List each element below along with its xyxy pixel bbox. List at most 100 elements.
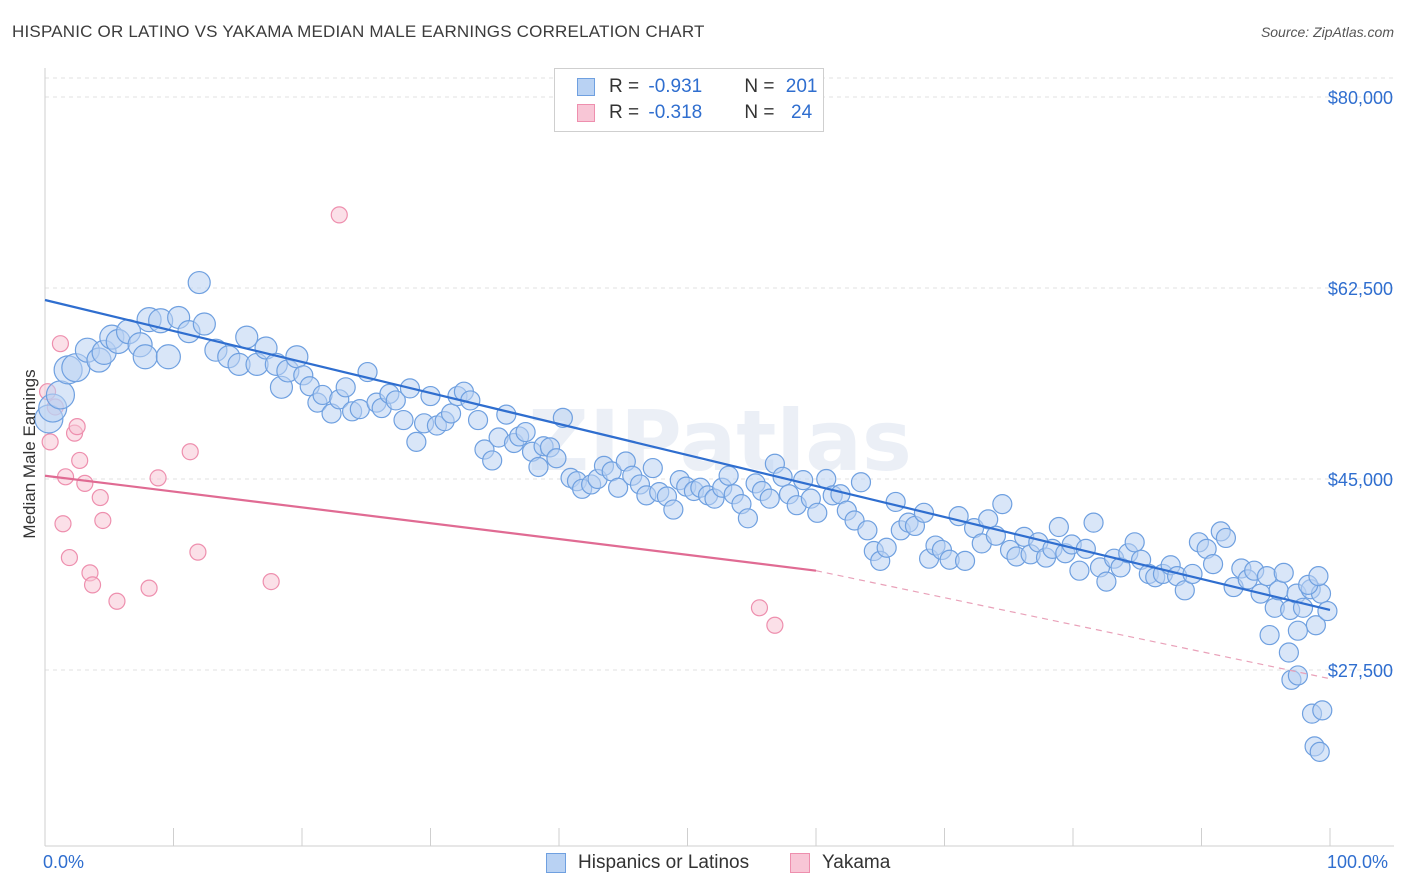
hispanic-point	[1278, 642, 1299, 663]
correlation-legend: R = -0.931 N = 201 R = -0.318 N = 24	[554, 68, 824, 132]
hispanic-point	[406, 431, 427, 452]
hispanic-point	[642, 457, 663, 479]
legend-r-value: -0.318	[648, 102, 703, 123]
hispanic-point	[759, 488, 780, 509]
hispanic-point	[482, 450, 503, 471]
legend-row-yakama: R = -0.318 N = 24	[577, 101, 812, 125]
hispanic-point	[793, 469, 814, 491]
hispanic-point	[807, 502, 828, 523]
hispanic-point	[1096, 571, 1117, 592]
hispanic-point	[1202, 554, 1224, 575]
yakama-point	[330, 206, 348, 224]
hispanic-point	[132, 344, 158, 370]
hispanic-point	[857, 520, 878, 541]
series-swatch-yakama	[790, 853, 810, 873]
legend-r-value: -0.931	[648, 76, 703, 97]
y-tick-label: $27,500	[1328, 661, 1393, 681]
yakama-point	[54, 515, 72, 533]
hispanic-point	[335, 377, 356, 398]
legend-r-label: R =	[609, 102, 645, 123]
hispanic-point	[1215, 527, 1237, 549]
hispanic-point	[850, 472, 872, 493]
x-axis-min-label: 0.0%	[43, 852, 85, 872]
hispanic-point	[737, 508, 758, 529]
yakama-point	[91, 488, 109, 507]
hispanic-trend-line	[44, 298, 1331, 612]
yakama-point	[60, 548, 79, 567]
series-label-yakama: Yakama	[822, 852, 891, 873]
yakama-point	[76, 474, 94, 492]
series-legend-hispanic: Hispanics or Latinos	[546, 852, 749, 874]
legend-swatch-yakama	[577, 104, 595, 122]
yakama-point	[68, 418, 86, 436]
hispanic-point	[885, 491, 906, 513]
yakama-point	[108, 592, 126, 610]
hispanic-point	[235, 325, 259, 349]
hispanic-point	[954, 550, 976, 571]
yakama-trend-line	[44, 474, 817, 572]
hispanic-point	[187, 270, 211, 295]
series-swatch-hispanic	[546, 853, 566, 873]
legend-row-hispanic: R = -0.931 N = 201	[577, 75, 817, 99]
hispanic-point	[467, 409, 489, 431]
yakama-point	[71, 451, 89, 470]
yakama-point	[94, 511, 112, 530]
hispanic-point	[155, 344, 181, 370]
hispanic-point	[546, 448, 567, 469]
series-legend-yakama: Yakama	[790, 852, 890, 874]
series-legend: Hispanics or Latinos Yakama	[0, 852, 1406, 876]
chart-title: HISPANIC OR LATINO VS YAKAMA MEDIAN MALE…	[12, 22, 705, 41]
hispanic-point	[1273, 562, 1294, 583]
legend-r-label: R =	[609, 76, 645, 97]
legend-n-label: N =	[744, 76, 780, 97]
yakama-point	[83, 576, 102, 594]
legend-n-value: 24	[785, 102, 813, 123]
hispanic-point	[608, 477, 629, 498]
legend-swatch-hispanic	[577, 78, 595, 96]
hispanic-point	[1124, 532, 1145, 553]
y-tick-label: $80,000	[1328, 88, 1393, 108]
hispanic-point	[1069, 560, 1090, 581]
hispanic-point	[1259, 624, 1280, 646]
hispanic-point	[440, 403, 462, 424]
hispanic-point	[876, 537, 897, 558]
hispanic-point	[992, 494, 1013, 515]
y-tick-label: $62,500	[1328, 279, 1393, 299]
hispanic-point	[515, 421, 536, 443]
hispanic-point	[552, 407, 573, 428]
hispanic-point	[285, 345, 309, 369]
hispanic-point	[312, 384, 333, 406]
hispanic-point	[1317, 600, 1338, 622]
hispanic-point	[496, 404, 517, 425]
legend-n-label: N =	[744, 102, 780, 123]
y-tick-label: $45,000	[1328, 470, 1393, 490]
yakama-point	[140, 579, 158, 597]
hispanic-point	[1309, 741, 1330, 762]
yakama-point	[181, 443, 199, 461]
y-axis-title: Median Male Earnings	[20, 369, 39, 539]
x-axis-max-label: 100.0%	[1327, 852, 1389, 872]
yakama-point	[41, 433, 59, 451]
hispanic-point	[1308, 566, 1329, 587]
hispanic-point	[420, 385, 441, 407]
hispanic-point	[978, 509, 999, 530]
trend-lines	[44, 298, 1331, 680]
hispanic-point	[385, 390, 406, 411]
hispanic-point	[192, 312, 216, 336]
yakama-point	[51, 335, 70, 353]
hispanic-point	[1083, 512, 1104, 533]
hispanic-point	[1287, 620, 1308, 641]
yakama-point	[766, 616, 784, 634]
axes	[44, 68, 1394, 847]
series-label-hispanic: Hispanics or Latinos	[578, 852, 750, 873]
legend-n-value: 201	[785, 76, 818, 97]
hispanic-point	[663, 499, 684, 520]
hispanic-point	[1287, 665, 1308, 686]
hispanic-point	[1048, 516, 1069, 538]
hispanic-point	[393, 409, 414, 431]
hispanic-point	[718, 465, 739, 486]
yakama-point	[149, 469, 167, 487]
yakama-point	[262, 572, 280, 591]
hispanic-point	[1312, 700, 1333, 721]
